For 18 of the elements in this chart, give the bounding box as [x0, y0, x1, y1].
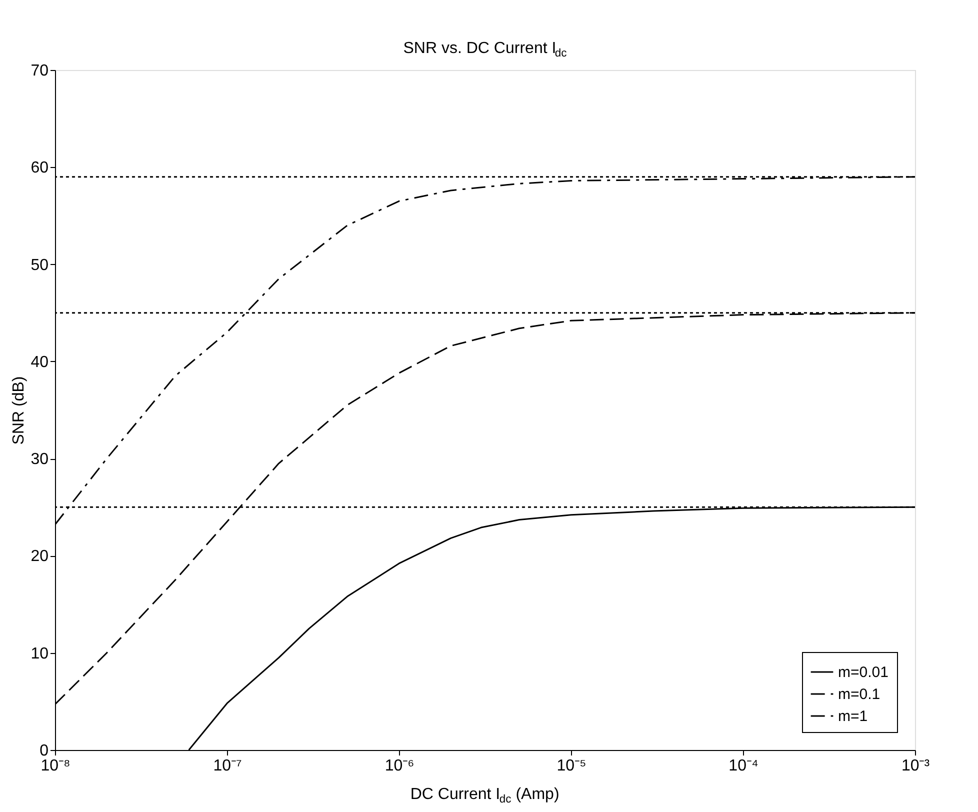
- y-tick-label: 0: [40, 742, 49, 760]
- x-tick-label: 10⁻⁴: [728, 758, 758, 774]
- x-tick-label: 10⁻⁵: [556, 758, 586, 774]
- legend-label: m=0.1: [838, 686, 880, 703]
- legend-label: m=1: [838, 708, 868, 725]
- y-tick-label: 60: [30, 160, 49, 177]
- x-tick-label: 10⁻³: [901, 758, 930, 774]
- x-tick-label: 10⁻⁸: [40, 758, 70, 774]
- y-tick-label: 30: [30, 451, 49, 468]
- y-tick-label: 50: [30, 256, 49, 274]
- x-tick-label: 10⁻⁶: [384, 758, 414, 774]
- y-tick-label: 10: [30, 645, 49, 662]
- y-tick-label: 70: [30, 62, 49, 80]
- y-tick-label: 20: [30, 548, 49, 566]
- legend-label: m=0.01: [838, 664, 888, 681]
- y-tick-label: 40: [30, 354, 49, 371]
- y-axis-title: SNR (dB): [10, 376, 28, 445]
- x-tick-label: 10⁻⁷: [213, 758, 242, 774]
